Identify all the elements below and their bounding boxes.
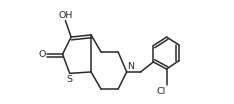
Text: N: N [127, 62, 134, 71]
Text: S: S [67, 75, 73, 84]
Text: OH: OH [59, 11, 73, 20]
Text: O: O [39, 50, 46, 59]
Text: Cl: Cl [156, 87, 165, 96]
